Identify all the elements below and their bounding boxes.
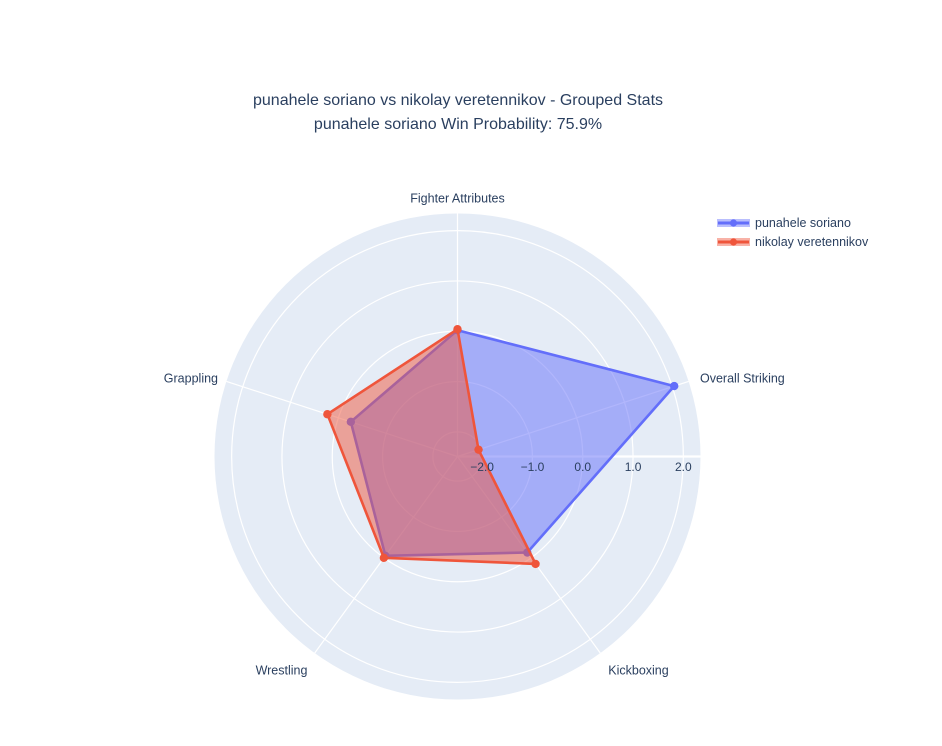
series-trace-1[interactable] xyxy=(326,327,537,566)
radial-tick-label: 1.0 xyxy=(625,460,642,474)
series-marker-1[interactable] xyxy=(323,410,332,419)
legend-swatch-icon xyxy=(717,218,750,227)
legend-label: nikolay veretennikov xyxy=(755,234,869,249)
category-label-fighter-attributes: Fighter Attributes xyxy=(410,192,505,206)
legend-item-1[interactable]: nikolay veretennikov xyxy=(717,232,868,251)
series-marker-1[interactable] xyxy=(531,559,540,569)
series-marker-1[interactable] xyxy=(474,445,483,454)
legend: punahele soriano nikolay veretennikov xyxy=(717,213,868,251)
chart-title: punahele soriano vs nikolay veretennikov… xyxy=(253,89,663,137)
category-label-kickboxing: Kickboxing xyxy=(608,664,668,678)
category-label-grappling: Grappling xyxy=(164,372,218,386)
legend-swatch-icon xyxy=(717,237,750,246)
category-label-wrestling: Wrestling xyxy=(256,664,308,678)
chart-title-line1: punahele soriano vs nikolay veretennikov… xyxy=(252,92,664,109)
category-label-overall-striking: Overall Striking xyxy=(700,372,785,386)
series-marker-1[interactable] xyxy=(453,325,462,334)
legend-item-0[interactable]: punahele soriano xyxy=(717,213,868,232)
radial-tick-label: 2.0 xyxy=(675,460,692,474)
radial-tick-label: 0.0 xyxy=(574,460,591,474)
series-marker-1[interactable] xyxy=(379,553,389,563)
radial-tick-label: −1.0 xyxy=(521,460,545,474)
legend-label: punahele soriano xyxy=(755,215,851,230)
radial-tick-label: −2.0 xyxy=(470,460,494,474)
series-marker-0[interactable] xyxy=(670,381,679,391)
chart-title-line2: punahele soriano Win Probability: 75.9% xyxy=(313,116,603,133)
